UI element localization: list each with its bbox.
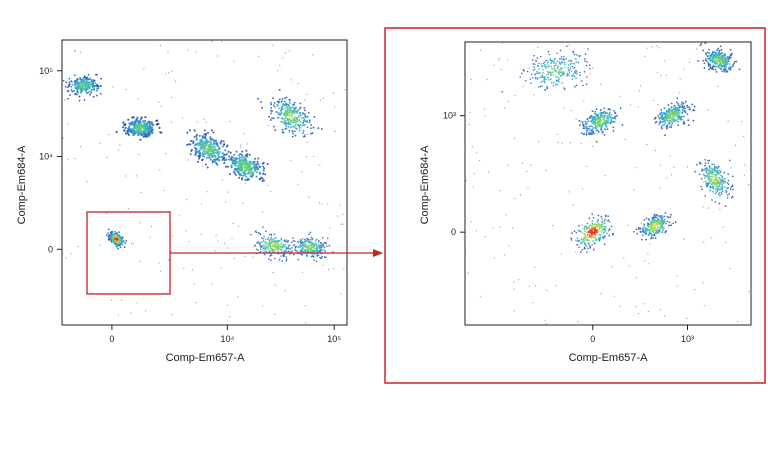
full-plot-frame <box>61 39 348 326</box>
zoom-plot-density-layer <box>465 42 750 325</box>
zoom-plot-ticks: 0 10³ 0 10³ <box>443 111 694 344</box>
full-plot: 0 10⁴ 10⁵ 0 10⁴ 10⁵ Comp-Em657-A Comp-Em684-A <box>16 39 348 364</box>
population-cloud <box>633 212 677 241</box>
population-cloud <box>257 88 323 138</box>
zoom-plot-y-axis-title: Comp-Em684-A <box>419 145 431 225</box>
population-cloud <box>186 129 234 169</box>
population-cloud <box>290 231 334 263</box>
background-events <box>465 42 750 325</box>
population-cloud <box>578 107 624 143</box>
population-cloud <box>501 45 591 93</box>
y-tick-label: 10⁴ <box>39 152 53 162</box>
population-cloud <box>570 213 614 254</box>
y-tick-label: 10³ <box>443 111 456 121</box>
full-plot-y-axis-title: Comp-Em684-A <box>16 145 28 225</box>
y-tick-label: 10⁵ <box>39 66 53 76</box>
y-tick-label: 0 <box>48 244 53 254</box>
x-tick-label: 10³ <box>681 334 694 344</box>
x-tick-label: 0 <box>590 334 595 344</box>
full-plot-density-layer <box>62 40 346 324</box>
full-plot-ticks: 0 10⁴ 10⁵ 0 10⁴ 10⁵ <box>39 66 341 344</box>
population-cloud <box>105 228 128 250</box>
full-plot-x-axis-title: Comp-Em657-A <box>166 352 246 364</box>
population-cloud <box>697 42 741 73</box>
population-cloud <box>694 158 734 207</box>
x-tick-label: 10⁵ <box>327 334 341 344</box>
zoom-plot: 0 10³ 0 10³ Comp-Em657-A Comp-Em684-A <box>384 27 766 384</box>
population-cloud <box>115 116 163 141</box>
zoom-plot-frame <box>464 41 752 326</box>
population-cloud <box>653 97 696 137</box>
population-cloud <box>218 147 269 183</box>
x-tick-label: 0 <box>109 334 114 344</box>
zoom-plot-x-axis-title: Comp-Em657-A <box>569 352 649 364</box>
x-tick-label: 10⁴ <box>220 334 234 344</box>
zoom-panel-border <box>384 27 766 384</box>
y-tick-label: 0 <box>451 227 456 237</box>
